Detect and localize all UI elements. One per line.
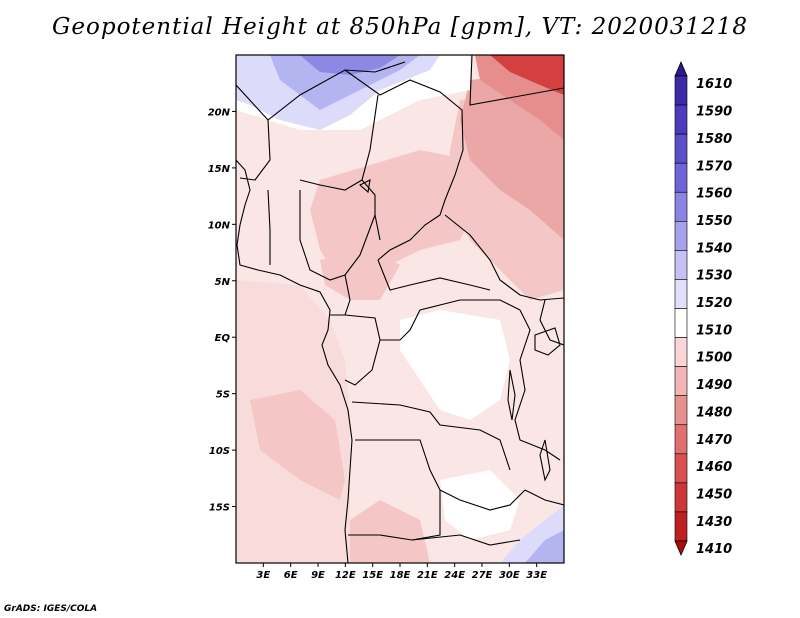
border-car (377, 259, 491, 291)
colorbar-label: 1480 (696, 405, 732, 420)
colorbar-label: 1510 (696, 323, 732, 338)
border-south-sudan (444, 214, 564, 301)
border-nw (236, 61, 406, 121)
lake-tanganyika (507, 369, 516, 421)
x-tick-label: 15E (362, 570, 383, 581)
y-tick-label: 10N (208, 220, 231, 231)
colorbar-label: 1550 (696, 214, 732, 229)
border-north-1 (239, 119, 271, 181)
colorbar-swatch (674, 221, 688, 251)
border-congo (344, 314, 381, 386)
border-tanzania (539, 299, 564, 346)
x-tick-label: 21E (417, 570, 438, 581)
colorbar-swatch (674, 104, 688, 135)
colorbar-label: 1430 (696, 515, 732, 530)
border-north-2 (344, 69, 464, 151)
colorbar-swatch (674, 511, 688, 542)
colorbar-label: 1540 (696, 241, 732, 256)
border-drc-s (351, 401, 511, 471)
colorbar-label: 1410 (696, 542, 732, 557)
colorbar-top-arrow (674, 60, 688, 77)
x-axis: 3E 6E 9E 12E 15E 18E 21E 24E 27E 30E 33E (256, 563, 547, 581)
border-sudan-e (469, 55, 564, 106)
x-tick-label: 30E (499, 570, 520, 581)
border-zambia (439, 489, 526, 511)
y-tick-label: 5S (216, 390, 230, 401)
field-ne-deep (490, 55, 564, 95)
border-east (514, 309, 561, 461)
colorbar-swatch (674, 133, 688, 164)
colorbar-label: 1490 (696, 378, 732, 393)
y-axis: 20N 15N 10N 5N EQ 5S 10S 15S (208, 107, 236, 514)
field-south-white (440, 470, 520, 540)
field-sahel-band (310, 150, 480, 280)
colorbar-bottom-arrow (674, 540, 688, 557)
colorbar-swatch (674, 250, 688, 280)
border-benin (267, 189, 271, 265)
field-ocean-deep (250, 390, 345, 500)
y-tick-label: 10S (209, 446, 230, 457)
colorbar-swatch (674, 162, 688, 193)
x-tick-label: 12E (335, 570, 356, 581)
colorbar: 1610 1590 1580 1570 1560 1550 1540 1530 1520 1510… (674, 60, 732, 557)
y-tick-label: 15N (208, 164, 231, 175)
lake-victoria (534, 327, 561, 356)
grads-credit: GrADS: IGES/COLA (4, 604, 98, 614)
colorbar-swatch (674, 453, 688, 484)
x-tick-label: 27E (472, 570, 493, 581)
border-sudan (377, 149, 464, 261)
colorbar-swatch (674, 279, 688, 309)
colorbar-label: 1590 (696, 105, 732, 120)
colorbar-label: 1610 (696, 77, 732, 92)
colorbar-label: 1460 (696, 460, 732, 475)
colorbar-label: 1570 (696, 159, 732, 174)
colorbar-swatch (674, 366, 688, 396)
coastline-and-borders (236, 55, 564, 563)
colorbar-swatch (674, 424, 688, 455)
colorbar-swatch (674, 337, 688, 367)
border-angola (355, 439, 441, 541)
height-field (236, 55, 564, 563)
colorbar-label: 1560 (696, 187, 732, 202)
colorbar-swatch (674, 308, 688, 338)
border-drc (380, 299, 521, 341)
map-title: Geopotential Height at 850hPa [gpm], VT:… (52, 14, 748, 40)
border-nigeria (299, 179, 363, 191)
border-se (524, 489, 564, 506)
colorbar-label: 1470 (696, 433, 732, 448)
border-cameroon (330, 274, 351, 316)
colorbar-swatch (674, 482, 688, 513)
x-tick-label: 9E (311, 570, 325, 581)
x-tick-label: 3E (256, 570, 270, 581)
lake-chad (359, 179, 371, 194)
colorbar-swatch (674, 191, 688, 222)
border-namibia (348, 534, 521, 546)
field-blue-deep (300, 55, 400, 75)
coastline (236, 159, 353, 563)
field-se-blue-mid (525, 530, 564, 563)
border-nigeria-s (299, 190, 376, 281)
x-tick-label: 18E (390, 570, 411, 581)
x-tick-label: 33E (526, 570, 547, 581)
colorbar-swatch (674, 395, 688, 426)
field-sw-dark (350, 500, 430, 563)
y-tick-label: EQ (215, 333, 231, 344)
y-tick-label: 15S (209, 503, 230, 514)
field-central-band (320, 250, 400, 300)
colorbar-label: 1500 (696, 351, 732, 366)
colorbar-swatch (674, 75, 688, 106)
field-central-white (400, 310, 510, 420)
y-tick-label: 5N (215, 277, 231, 288)
field-blue-mid (270, 55, 420, 110)
y-tick-label: 20N (208, 107, 231, 118)
x-tick-label: 24E (444, 570, 465, 581)
colorbar-label: 1520 (696, 296, 732, 311)
lake-malawi (539, 439, 551, 482)
colorbar-label: 1580 (696, 132, 732, 147)
colorbar-label: 1530 (696, 269, 732, 284)
x-tick-label: 6E (284, 570, 298, 581)
colorbar-label: 1450 (696, 487, 732, 502)
